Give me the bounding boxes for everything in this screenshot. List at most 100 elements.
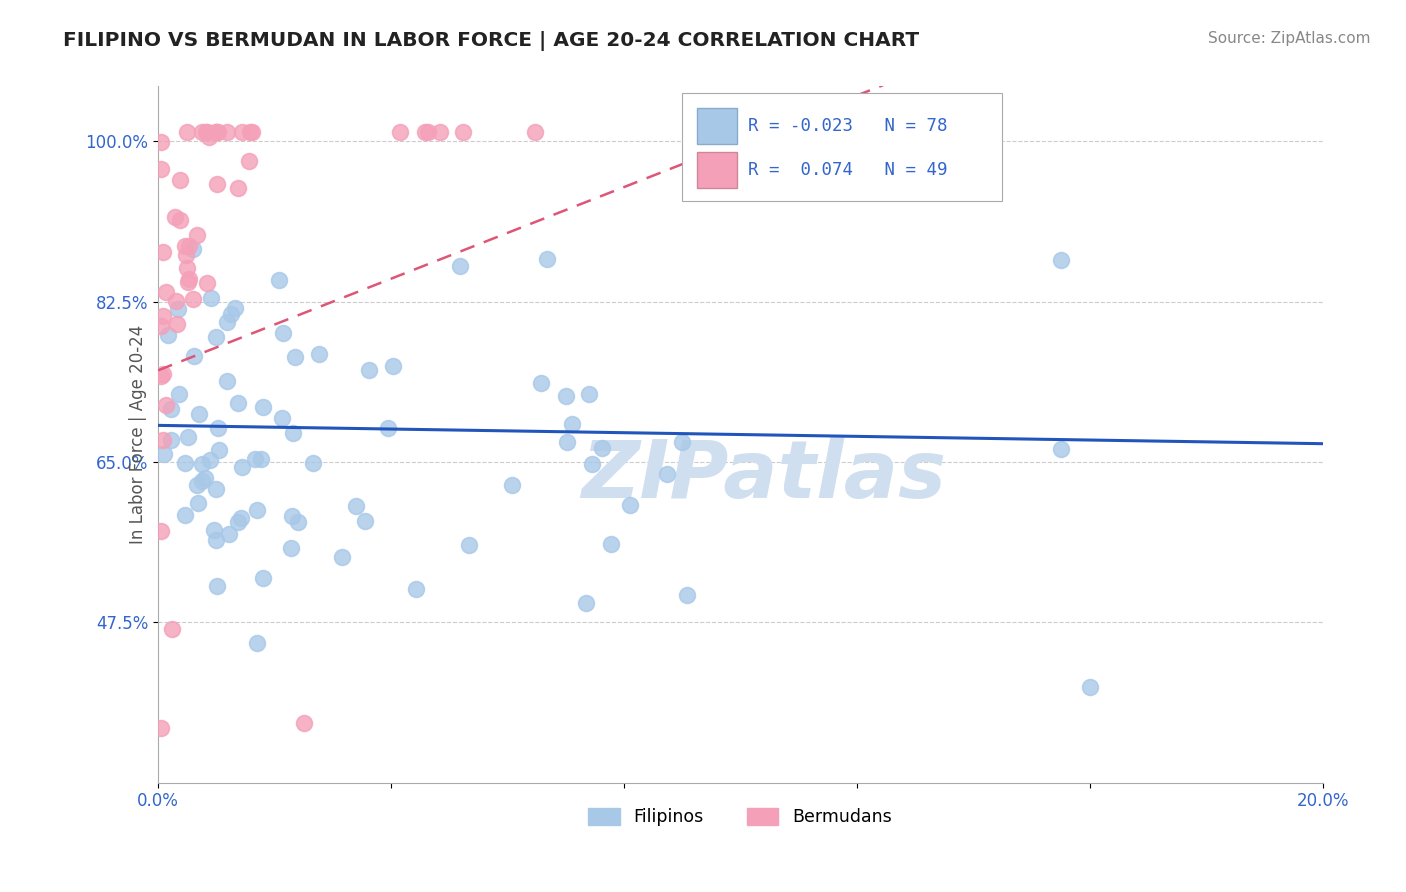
Point: [240, 125, 263, 139]
Point: [176, 125, 198, 139]
Point: [377, 421, 399, 435]
Point: [162, 622, 184, 636]
Point: [177, 272, 200, 286]
Point: [183, 242, 205, 256]
Point: [449, 259, 471, 273]
FancyBboxPatch shape: [697, 108, 737, 145]
Point: [671, 434, 693, 449]
Point: [218, 527, 240, 541]
Point: [388, 125, 411, 139]
Point: [271, 326, 294, 340]
Point: [169, 173, 191, 187]
Point: [280, 541, 302, 556]
Point: [155, 285, 177, 299]
Text: FILIPINO VS BERMUDAN IN LABOR FORCE | AGE 20-24 CORRELATION CHART: FILIPINO VS BERMUDAN IN LABOR FORCE | AG…: [63, 31, 920, 51]
Point: [381, 359, 404, 373]
Point: [281, 426, 304, 441]
Point: [207, 442, 229, 457]
Point: [152, 367, 174, 381]
Point: [226, 181, 249, 195]
Point: [186, 227, 208, 242]
Point: [231, 460, 253, 475]
Point: [330, 549, 353, 564]
Point: [249, 452, 271, 467]
Point: [1078, 681, 1101, 695]
Point: [150, 162, 173, 177]
Point: [176, 261, 198, 276]
Text: ZIPatlas: ZIPatlas: [581, 437, 946, 516]
Point: [246, 502, 269, 516]
Y-axis label: In Labor Force | Age 20-24: In Labor Force | Age 20-24: [129, 325, 146, 544]
Point: [451, 125, 474, 139]
Point: [157, 328, 180, 343]
Point: [405, 582, 427, 596]
Point: [207, 421, 229, 435]
Point: [165, 293, 187, 308]
Point: [205, 533, 228, 547]
Point: [207, 125, 229, 139]
Point: [536, 252, 558, 267]
Point: [578, 387, 600, 401]
Point: [215, 374, 238, 388]
Point: [187, 496, 209, 510]
Point: [676, 588, 699, 602]
Point: [655, 467, 678, 481]
Point: [149, 524, 172, 538]
Point: [186, 477, 208, 491]
Point: [152, 244, 174, 259]
Point: [167, 387, 190, 401]
Point: [198, 453, 221, 467]
Point: [1049, 253, 1071, 268]
Point: [246, 636, 269, 650]
Point: [191, 457, 214, 471]
Point: [160, 433, 183, 447]
Point: [177, 275, 200, 289]
Point: [415, 125, 437, 139]
Point: [229, 510, 252, 524]
Point: [215, 125, 238, 139]
Point: [152, 309, 174, 323]
Point: [281, 509, 304, 524]
Point: [457, 538, 479, 552]
Point: [160, 402, 183, 417]
Point: [149, 368, 172, 383]
Point: [292, 716, 315, 731]
Point: [204, 125, 226, 139]
Point: [195, 276, 218, 290]
Point: [205, 125, 228, 139]
Point: [150, 721, 173, 735]
Point: [219, 307, 242, 321]
Point: [429, 125, 451, 139]
Point: [354, 514, 377, 528]
Point: [205, 178, 228, 192]
Point: [174, 456, 197, 470]
Point: [177, 430, 200, 444]
Point: [183, 349, 205, 363]
Point: [200, 291, 222, 305]
Point: [554, 389, 576, 403]
Point: [501, 478, 523, 492]
FancyBboxPatch shape: [682, 94, 1002, 202]
Point: [174, 248, 197, 262]
Point: [226, 396, 249, 410]
FancyBboxPatch shape: [697, 152, 737, 188]
Point: [163, 210, 186, 224]
Point: [346, 499, 368, 513]
Point: [600, 537, 623, 551]
Point: [226, 515, 249, 529]
Point: [169, 213, 191, 227]
Point: [239, 125, 262, 139]
Point: [238, 153, 260, 168]
Point: [149, 135, 172, 149]
Point: [284, 350, 307, 364]
Point: [191, 475, 214, 489]
Point: [153, 447, 176, 461]
Point: [524, 125, 547, 139]
Point: [308, 347, 330, 361]
Point: [357, 363, 380, 377]
Point: [243, 452, 266, 467]
Point: [561, 417, 583, 431]
Point: [575, 596, 598, 610]
Text: Source: ZipAtlas.com: Source: ZipAtlas.com: [1208, 31, 1371, 46]
Point: [591, 442, 613, 456]
